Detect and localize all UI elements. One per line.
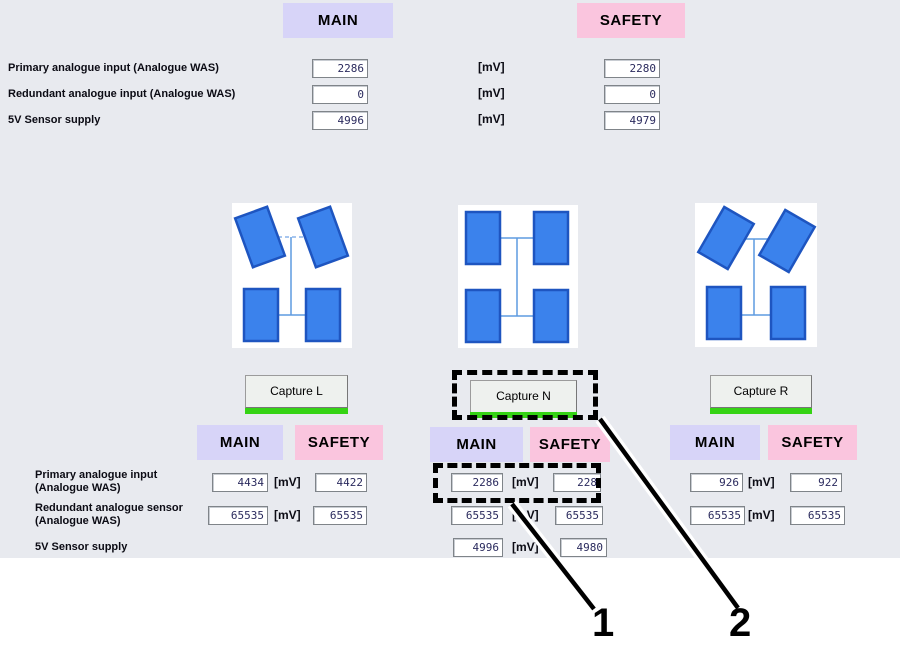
unit-label-mv: [mV]: [478, 86, 505, 100]
unit-label-mv: [mV]: [512, 540, 539, 554]
capture-right-button[interactable]: Capture R: [710, 375, 812, 408]
top-main-value-redundant[interactable]: 0: [312, 85, 368, 104]
unit-label-mv: [mV]: [478, 60, 505, 74]
callout-box-1-primary-row: [433, 463, 601, 503]
neutral-safety-redundant[interactable]: 65535: [555, 506, 603, 525]
vehicle-diagram-neutral: [458, 205, 578, 348]
vehicle-diagram-right-turn: [695, 203, 817, 347]
left-safety-primary[interactable]: 4422: [315, 473, 367, 492]
top-row-label-5v: 5V Sensor supply: [8, 114, 101, 126]
right-group-safety-header: SAFETY: [768, 425, 857, 460]
right-group-main-header: MAIN: [670, 425, 760, 460]
vehicle-diagram-left-turn: [232, 203, 352, 348]
wheels-neutral-icon: [464, 210, 570, 344]
wheels-left-turn-icon: [233, 205, 350, 343]
right-safety-primary[interactable]: 922: [790, 473, 842, 492]
label-line: Primary analogue input: [35, 469, 158, 481]
neutral-main-5v[interactable]: 4996: [453, 538, 503, 557]
top-safety-value-primary[interactable]: 2280: [604, 59, 660, 78]
left-group-safety-header: SAFETY: [295, 425, 383, 460]
neutral-main-redundant[interactable]: 65535: [451, 506, 503, 525]
label-line: (Analogue WAS): [35, 515, 121, 527]
unit-label-mv: [mV]: [512, 475, 539, 489]
capture-left-active-bar: [245, 408, 348, 414]
left-main-redundant[interactable]: 65535: [208, 506, 268, 525]
right-main-primary[interactable]: 926: [690, 473, 743, 492]
left-group-main-header: MAIN: [197, 425, 283, 460]
right-safety-redundant[interactable]: 65535: [790, 506, 845, 525]
unit-label-mv: [mV]: [512, 508, 539, 522]
bottom-row-label-redundant: Redundant analogue sensor (Analogue WAS): [35, 502, 183, 528]
right-main-redundant[interactable]: 65535: [690, 506, 745, 525]
neutral-group-safety-header: SAFETY: [530, 427, 610, 462]
unit-label-mv: [mV]: [478, 112, 505, 126]
callout-box-2-capture-n: [452, 370, 598, 420]
wheels-right-turn-icon: [696, 205, 817, 341]
callout-number-1: 1: [592, 601, 615, 645]
callout-number-2: 2: [729, 601, 752, 645]
capture-neutral-button[interactable]: Capture N: [470, 380, 577, 413]
neutral-safety-primary[interactable]: 228: [553, 473, 601, 492]
unit-label-mv: [mV]: [274, 508, 301, 522]
unit-label-mv: [mV]: [748, 508, 775, 522]
label-line: 5V Sensor supply: [35, 541, 128, 553]
capture-right-active-bar: [710, 408, 812, 414]
neutral-group-main-header: MAIN: [430, 427, 523, 462]
label-line: (Analogue WAS): [35, 482, 121, 494]
capture-left-button[interactable]: Capture L: [245, 375, 348, 408]
top-main-header: MAIN: [283, 3, 393, 38]
top-main-value-primary[interactable]: 2286: [312, 59, 368, 78]
top-safety-header: SAFETY: [577, 3, 685, 38]
bottom-row-label-primary: Primary analogue input (Analogue WAS): [35, 469, 157, 495]
top-safety-value-redundant[interactable]: 0: [604, 85, 660, 104]
unit-label-mv: [mV]: [748, 475, 775, 489]
label-line: Redundant analogue sensor: [35, 502, 183, 514]
neutral-safety-5v[interactable]: 4980: [560, 538, 607, 557]
unit-label-mv: [mV]: [274, 475, 301, 489]
neutral-main-primary[interactable]: 2286: [451, 473, 503, 492]
left-safety-redundant[interactable]: 65535: [313, 506, 367, 525]
top-main-value-5v[interactable]: 4996: [312, 111, 368, 130]
top-row-label-redundant: Redundant analogue input (Analogue WAS): [8, 88, 236, 100]
left-main-primary[interactable]: 4434: [212, 473, 268, 492]
top-row-label-primary: Primary analogue input (Analogue WAS): [8, 62, 219, 74]
bottom-row-label-5v: 5V Sensor supply: [35, 541, 127, 554]
top-safety-value-5v[interactable]: 4979: [604, 111, 660, 130]
